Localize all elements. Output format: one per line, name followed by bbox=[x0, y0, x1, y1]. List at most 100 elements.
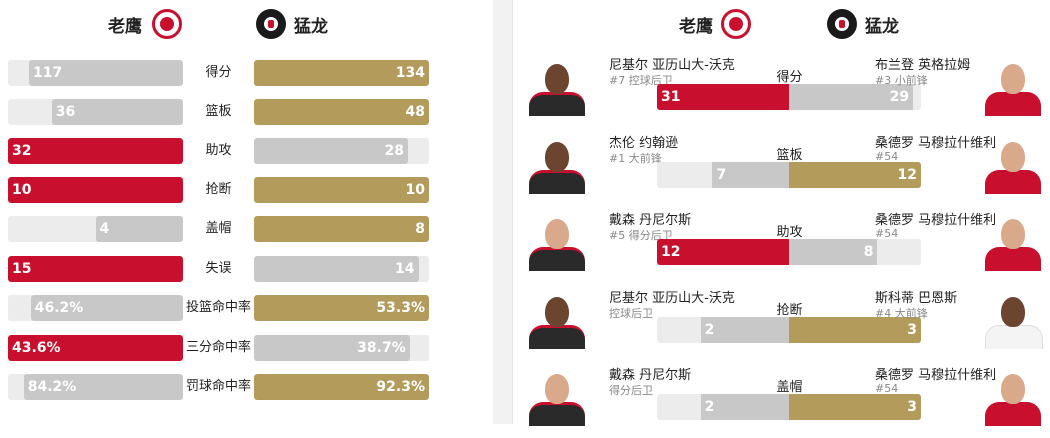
away-player-name[interactable]: 桑德罗 马穆拉什维利 bbox=[875, 368, 997, 383]
home-player-bar: 7 bbox=[712, 162, 789, 188]
away-player-bar: 29 bbox=[789, 84, 914, 110]
home-player-value: 12 bbox=[661, 244, 681, 260]
stat-label: 失误 bbox=[205, 261, 232, 276]
leader-compare-bar: 31 29 bbox=[657, 84, 921, 110]
home-stat-bar: 43.6% bbox=[8, 335, 183, 361]
stat-row: 10 抢断 10 bbox=[0, 177, 493, 203]
away-player-name[interactable]: 斯科蒂 巴恩斯 bbox=[875, 291, 958, 306]
home-player-position: #5 得分后卫 bbox=[609, 229, 673, 242]
stat-row: 15 失误 14 bbox=[0, 256, 493, 282]
raptors-logo-icon bbox=[827, 9, 857, 39]
home-stat-fill: 43.6% bbox=[8, 335, 183, 361]
away-stat-fill: 38.7% bbox=[254, 335, 410, 361]
player-head bbox=[1001, 142, 1025, 172]
away-stat-bar: 53.3% bbox=[254, 295, 429, 321]
home-stat-value: 43.6% bbox=[12, 340, 61, 356]
away-player-avatar bbox=[983, 293, 1043, 349]
home-player-bar: 31 bbox=[657, 84, 789, 110]
leaders-home-team-name: 老鹰 bbox=[679, 16, 713, 37]
home-player-avatar bbox=[527, 60, 587, 116]
away-stat-fill: 48 bbox=[254, 99, 429, 125]
player-jersey bbox=[985, 247, 1041, 271]
away-stat-value: 28 bbox=[384, 143, 404, 159]
away-player-name[interactable]: 桑德罗 马穆拉什维利 bbox=[875, 136, 997, 151]
home-stat-fill: 46.2% bbox=[30, 295, 183, 321]
stat-row: 32 助攻 28 bbox=[0, 138, 493, 164]
player-head bbox=[1001, 219, 1025, 249]
stat-row: 46.2% 投篮命中率 53.3% bbox=[0, 295, 493, 321]
stat-row: 36 篮板 48 bbox=[0, 99, 493, 125]
home-stat-value: 36 bbox=[55, 104, 76, 120]
home-stat-value: 10 bbox=[12, 182, 32, 198]
away-team-name: 猛龙 bbox=[294, 16, 328, 37]
raptors-logo-icon bbox=[256, 9, 286, 39]
home-player-bar: 2 bbox=[700, 317, 789, 343]
home-stat-bar: 4 bbox=[8, 216, 183, 242]
home-player-position: 得分后卫 bbox=[609, 384, 653, 397]
home-player-avatar bbox=[527, 138, 587, 194]
home-player-avatar bbox=[527, 293, 587, 349]
away-stat-bar: 48 bbox=[254, 99, 429, 125]
home-player-name[interactable]: 杰伦 约翰逊 bbox=[609, 136, 679, 151]
home-stat-fill: 117 bbox=[29, 60, 183, 86]
away-player-position: #54 bbox=[875, 150, 899, 163]
away-player-bar: 8 bbox=[789, 239, 878, 265]
home-player-position: #1 大前锋 bbox=[609, 152, 662, 165]
player-jersey bbox=[529, 247, 585, 271]
home-player-name[interactable]: 戴森 丹尼尔斯 bbox=[609, 213, 692, 228]
away-team-header: 猛龙 bbox=[256, 8, 328, 40]
player-head bbox=[1001, 297, 1025, 327]
away-stat-fill: 14 bbox=[254, 256, 419, 282]
home-stat-fill: 4 bbox=[95, 216, 183, 242]
home-stat-value: 4 bbox=[99, 221, 110, 237]
home-player-name[interactable]: 戴森 丹尼尔斯 bbox=[609, 368, 692, 383]
away-stat-value: 134 bbox=[395, 65, 425, 81]
stat-label: 篮板 bbox=[205, 104, 232, 119]
leader-compare-bar: 12 8 bbox=[657, 239, 921, 265]
away-stat-fill: 134 bbox=[254, 60, 429, 86]
away-player-bar: 3 bbox=[789, 394, 921, 420]
home-player-value: 2 bbox=[704, 399, 715, 415]
away-player-name[interactable]: 布兰登 英格拉姆 bbox=[875, 58, 971, 73]
stat-row: 4 盖帽 8 bbox=[0, 216, 493, 242]
home-stat-value: 84.2% bbox=[27, 379, 77, 395]
away-player-avatar bbox=[983, 370, 1043, 426]
home-player-position: #7 控球后卫 bbox=[609, 74, 673, 87]
away-player-value: 3 bbox=[907, 322, 917, 338]
home-stat-bar: 117 bbox=[8, 60, 183, 86]
away-stat-value: 14 bbox=[395, 261, 415, 277]
home-stat-value: 32 bbox=[12, 143, 32, 159]
leader-row: 尼基尔 亚历山大-沃克 #7 控球后卫 得分 31 29 布兰登 英格拉姆 #3 小前锋 bbox=[513, 50, 1050, 128]
leader-compare-bar: 7 12 bbox=[657, 162, 921, 188]
away-player-bar: 3 bbox=[789, 317, 921, 343]
home-stat-value: 117 bbox=[33, 65, 63, 81]
away-player-position: #3 小前锋 bbox=[875, 74, 928, 87]
home-player-value: 7 bbox=[716, 167, 727, 183]
player-head bbox=[545, 219, 569, 249]
home-player-name[interactable]: 尼基尔 亚历山大-沃克 bbox=[609, 291, 735, 306]
player-jersey bbox=[985, 92, 1041, 116]
stat-label: 投篮命中率 bbox=[185, 300, 251, 315]
stat-row: 117 得分 134 bbox=[0, 60, 493, 86]
away-stat-fill: 53.3% bbox=[254, 295, 429, 321]
home-stat-bar: 32 bbox=[8, 138, 183, 164]
stat-label: 助攻 bbox=[205, 143, 232, 158]
team-stats-panel: 老鹰 猛龙 117 得分 134 36 篮板 48 32 助攻 28 10 抢断 10 4 盖帽 8 15 失误… bbox=[0, 0, 493, 424]
leader-category-label: 得分 bbox=[776, 70, 803, 85]
player-head bbox=[545, 142, 569, 172]
away-stat-bar: 8 bbox=[254, 216, 429, 242]
home-team-header: 老鹰 bbox=[108, 8, 182, 40]
home-player-name[interactable]: 尼基尔 亚历山大-沃克 bbox=[609, 58, 735, 73]
away-stat-bar: 134 bbox=[254, 60, 429, 86]
stat-label: 罚球命中率 bbox=[185, 379, 251, 394]
home-player-value: 31 bbox=[661, 89, 681, 105]
home-stat-fill: 32 bbox=[8, 138, 183, 164]
leaders-panel: 老鹰 猛龙 尼基尔 亚历山大-沃克 #7 控球后卫 得分 31 29 布兰登 英格拉姆 #3… bbox=[512, 0, 1050, 426]
away-player-avatar bbox=[983, 138, 1043, 194]
player-jersey bbox=[985, 170, 1041, 194]
away-player-name[interactable]: 桑德罗 马穆拉什维利 bbox=[875, 213, 997, 228]
player-jersey bbox=[985, 325, 1043, 349]
away-player-avatar bbox=[983, 215, 1043, 271]
player-jersey bbox=[529, 402, 585, 426]
